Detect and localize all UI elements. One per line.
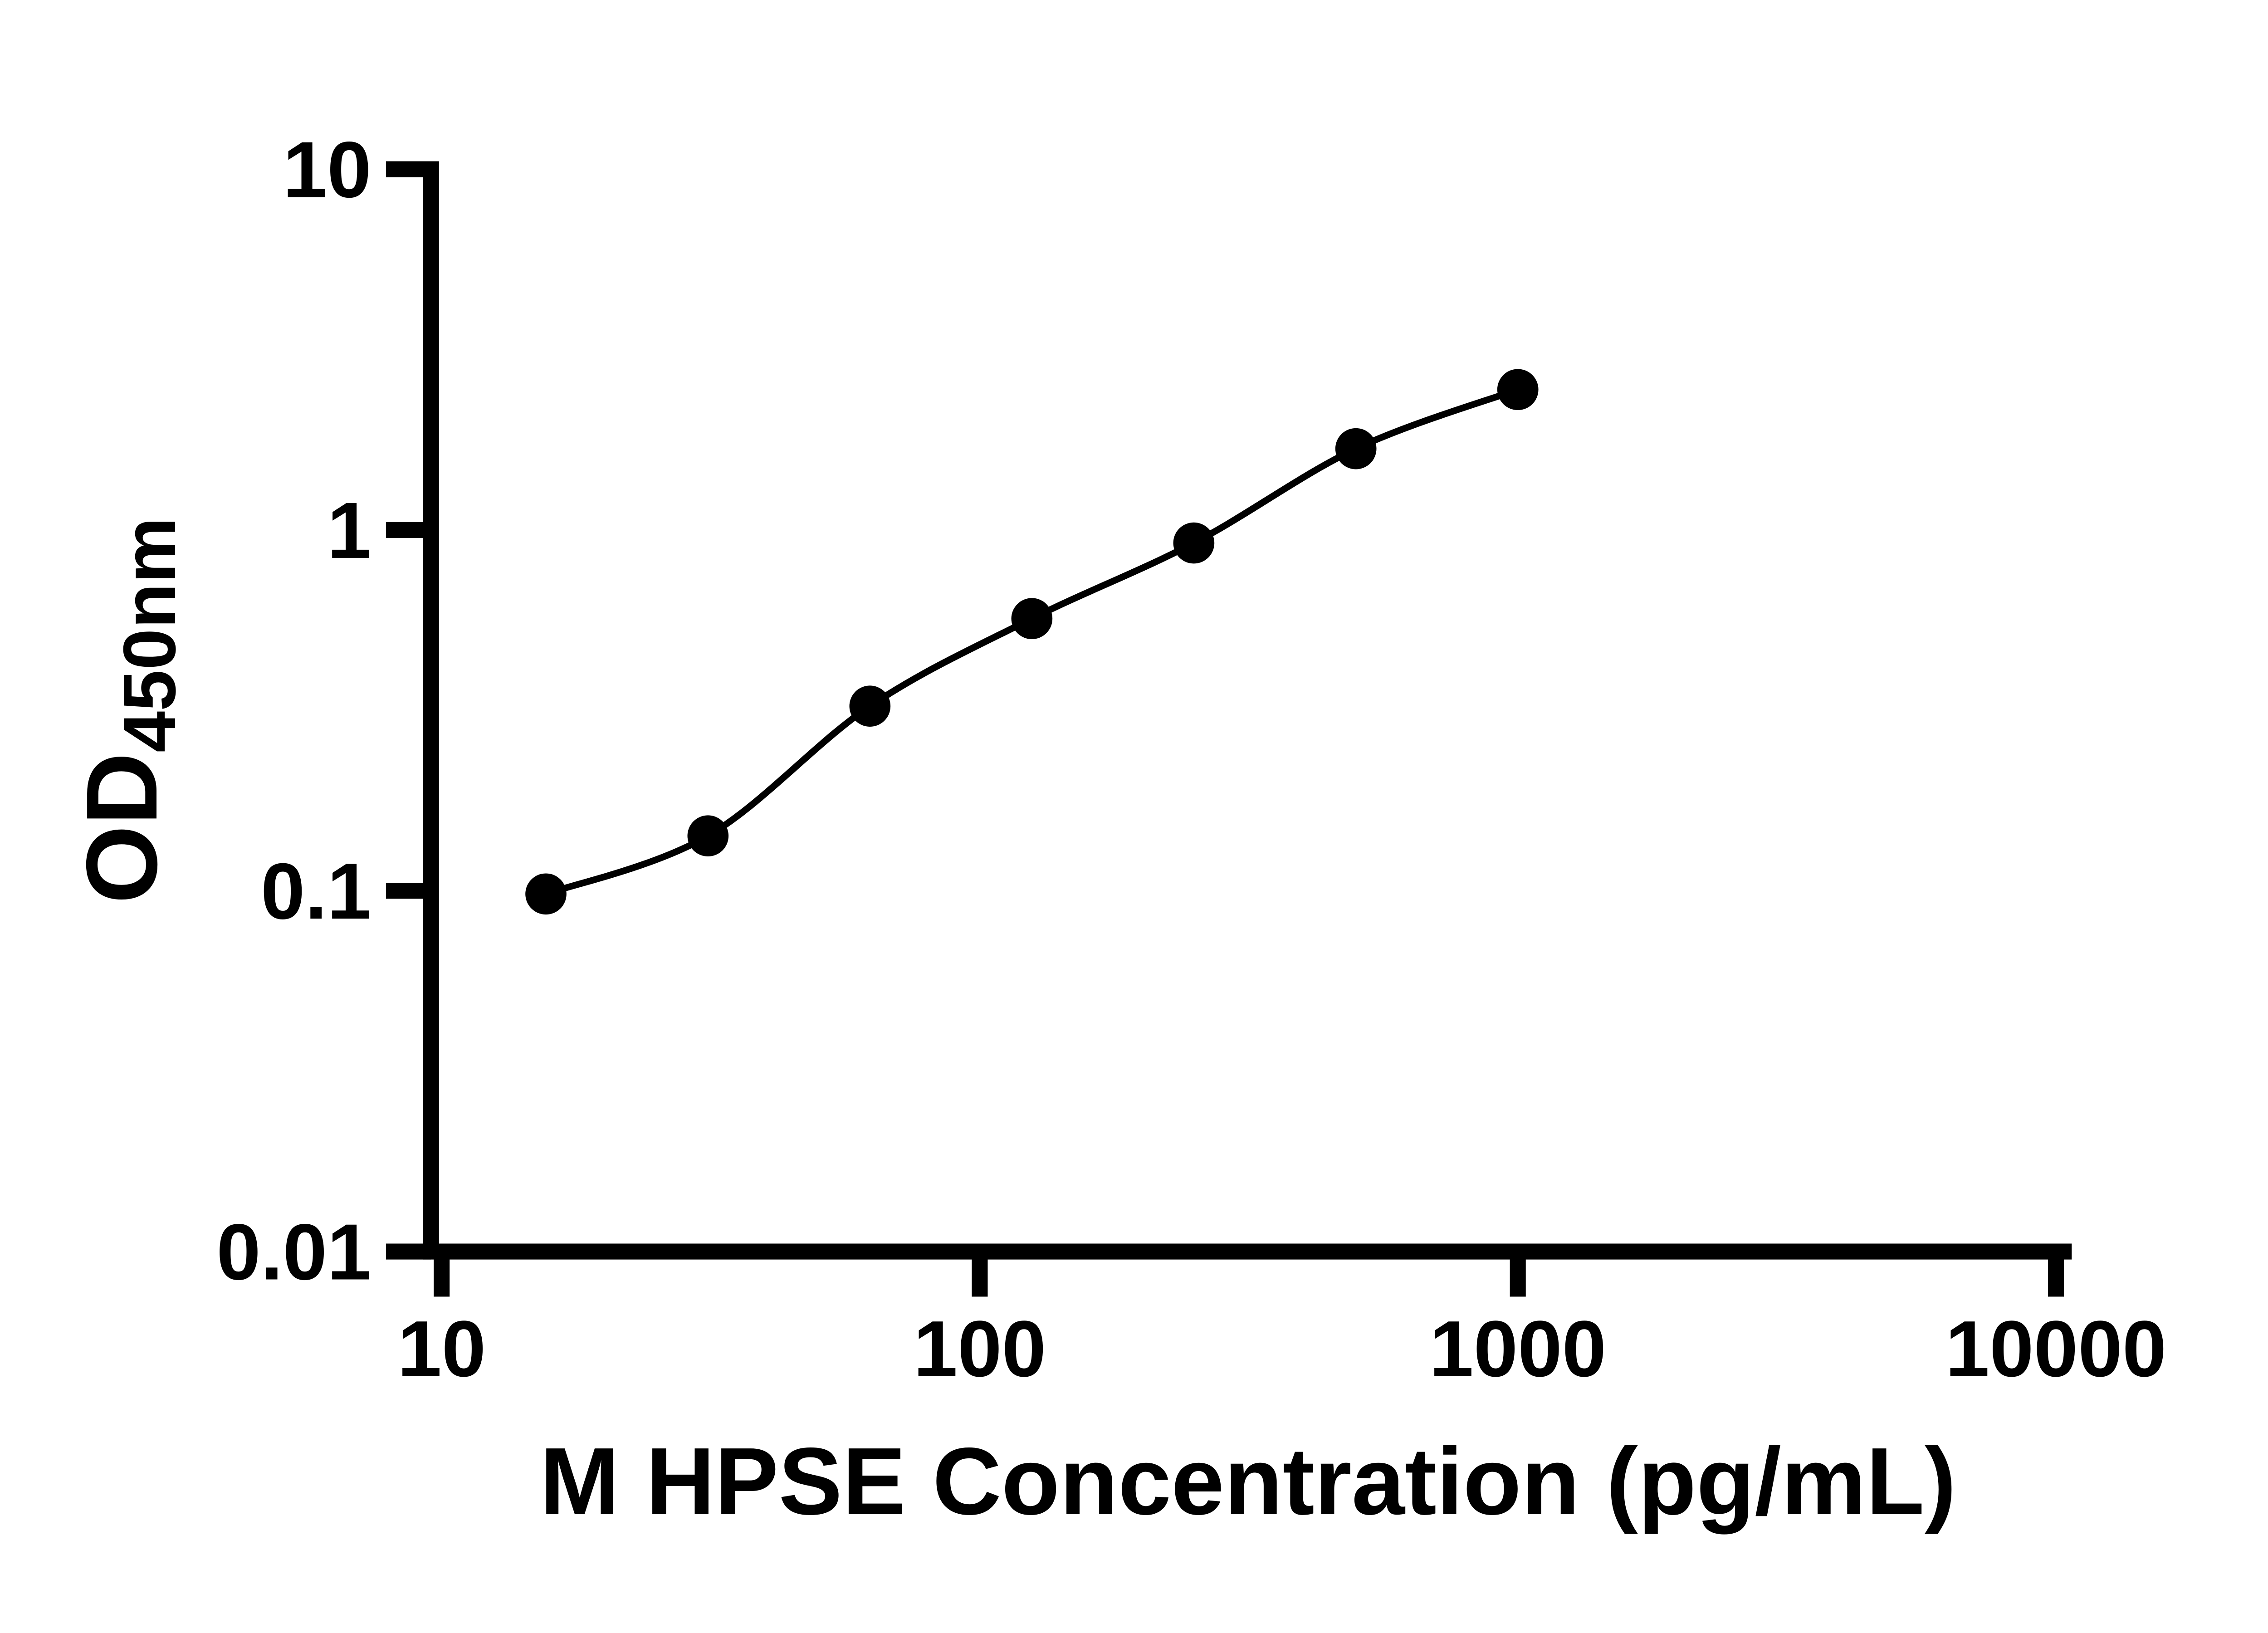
x-tick-label: 100 — [914, 1305, 1046, 1393]
x-axis-title: M HPSE Concentration (pg/mL) — [540, 1428, 1956, 1535]
axis-spine — [423, 161, 2072, 1260]
x-tick-label: 10 — [397, 1305, 486, 1393]
tick-labels: 10 100 1000 10000 10 1 0.1 0.01 — [216, 126, 2166, 1393]
y-axis-title-subscript: 450nm — [108, 517, 191, 753]
data-point — [1173, 522, 1215, 564]
x-tick-label: 1000 — [1429, 1305, 1606, 1393]
x-tick-label: 10000 — [1945, 1305, 2167, 1393]
data-points — [525, 369, 1539, 915]
y-axis-title-main: OD — [66, 753, 178, 904]
data-point — [1011, 598, 1053, 640]
y-tick-label: 0.01 — [216, 1208, 371, 1296]
axes — [423, 161, 2072, 1260]
data-point — [687, 815, 729, 857]
data-point — [849, 685, 891, 727]
data-point — [525, 873, 567, 915]
y-tick-label: 0.1 — [261, 847, 371, 936]
y-axis-title: OD450nm — [66, 517, 191, 904]
fit-curve — [545, 386, 1519, 897]
y-tick-label: 1 — [327, 486, 371, 575]
y-tick-label: 10 — [283, 126, 371, 215]
data-point — [1497, 369, 1539, 411]
data-point — [1335, 428, 1377, 469]
tick-marks — [386, 161, 2064, 1297]
